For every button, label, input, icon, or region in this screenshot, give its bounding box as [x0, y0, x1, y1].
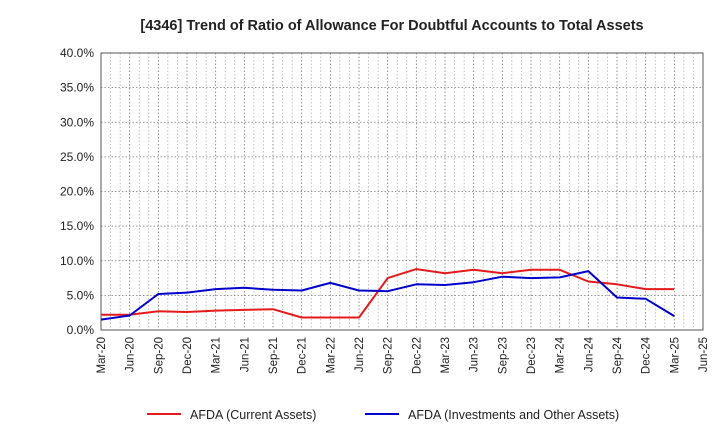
y-tick-label: 20.0% [60, 185, 94, 199]
y-tick-label: 5.0% [67, 288, 95, 302]
series-lines [100, 268, 675, 321]
x-tick-label: Mar-21 [211, 337, 223, 373]
y-tick-label: 40.0% [60, 46, 94, 60]
y-tick-label: 10.0% [60, 254, 94, 268]
x-tick-label: Mar-23 [440, 337, 452, 373]
legend: AFDA (Current Assets) AFDA (Investments … [147, 408, 619, 422]
y-tick-label: 25.0% [60, 150, 94, 164]
x-tick-label: Sep-24 [612, 336, 624, 374]
x-tick-label: Sep-20 [153, 337, 165, 374]
x-tick-label: Mar-22 [325, 337, 337, 373]
x-tick-label: Dec-21 [297, 337, 309, 374]
x-tick-label: Dec-20 [182, 337, 194, 374]
y-tick-label: 15.0% [60, 219, 94, 233]
x-tick-label: Jun-25 [698, 337, 710, 372]
x-tick-label: Jun-24 [583, 336, 595, 372]
x-tick-label: Dec-23 [526, 337, 538, 374]
y-tick-label: 35.0% [60, 81, 94, 95]
x-tick-label: Mar-24 [555, 336, 567, 373]
x-tick-label: Sep-22 [383, 337, 395, 374]
x-tick-label: Jun-20 [125, 337, 137, 372]
x-tick-label: Dec-24 [641, 336, 653, 374]
y-tick-label: 30.0% [60, 115, 94, 129]
x-tick-label: Sep-21 [268, 337, 280, 374]
x-tick-label: Jun-23 [469, 337, 481, 372]
x-axis-ticks: Mar-20 Jun-20 Sep-20 Dec-20 Mar-21 Jun-21 Sep-… [96, 336, 710, 374]
x-tick-label: Sep-23 [497, 337, 509, 374]
x-tick-label: Mar-25 [669, 337, 681, 373]
chart-title: [4346] Trend of Ratio of Allowance For D… [140, 18, 643, 34]
x-tick-label: Jun-21 [239, 337, 251, 372]
x-tick-label: Jun-22 [354, 337, 366, 372]
x-tick-label: Dec-22 [411, 337, 423, 374]
grid [101, 53, 703, 330]
y-tick-label: 0.0% [67, 323, 95, 337]
series-line-0 [101, 268, 675, 319]
plot-area-border [100, 52, 704, 331]
series-line-1 [100, 270, 675, 321]
legend-label-investments: AFDA (Investments and Other Assets) [408, 408, 619, 422]
legend-label-current-assets: AFDA (Current Assets) [190, 408, 316, 422]
x-tick-label: Mar-20 [96, 337, 108, 373]
y-axis-ticks: 0.0% 5.0% 10.0% 15.0% 20.0% 25.0% 30.0% 35.0% 40… [60, 46, 94, 337]
